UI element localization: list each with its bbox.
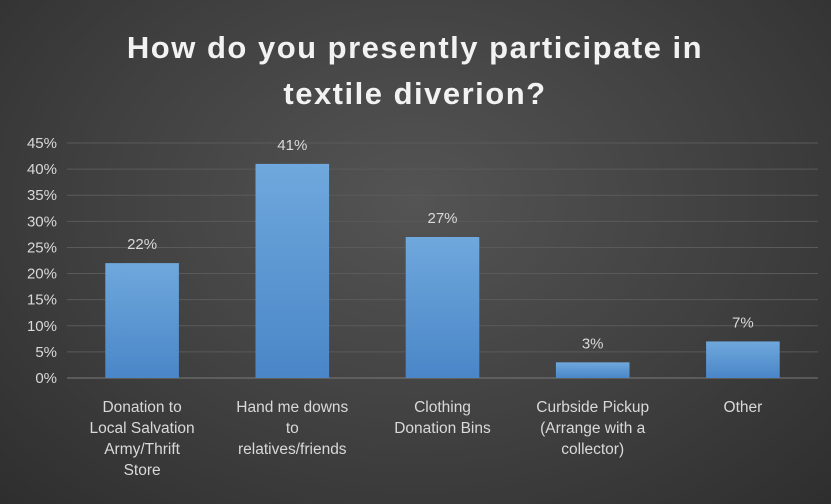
category-label: relatives/friends (238, 441, 347, 458)
y-tick-label: 20% (27, 266, 57, 283)
category-label: Local Salvation (90, 420, 195, 437)
data-label: 7% (732, 314, 754, 331)
y-tick-label: 30% (27, 213, 57, 230)
bars (105, 163, 780, 378)
category-label: Army/Thrift (104, 441, 180, 458)
x-axis-categories: Donation to Local Salvation Army/Thrift Sto… (90, 399, 763, 479)
y-tick-label: 0% (35, 370, 57, 387)
y-tick-label: 25% (27, 239, 57, 256)
data-label: 3% (582, 335, 604, 352)
data-label: 41% (277, 137, 307, 154)
category-label: Store (124, 462, 161, 479)
chart-title-line-1: How do you presently participate in (127, 30, 703, 65)
chart-title-line-2: textile diverion? (283, 76, 546, 111)
y-tick-label: 40% (27, 161, 57, 178)
category-label: Clothing (414, 399, 471, 416)
category-label: Other (724, 399, 763, 416)
category-label: Curbside Pickup (536, 399, 649, 416)
bar (706, 341, 780, 378)
y-tick-label: 5% (35, 344, 57, 361)
chart-title: How do you presently participate in text… (127, 30, 703, 111)
bar (105, 263, 179, 378)
bar (555, 362, 630, 378)
bar (405, 237, 480, 378)
data-label: 27% (427, 210, 457, 227)
y-axis-ticks: 0% 5% 10% 15% 20% 25% 30% 35% 40% 45% (27, 135, 57, 387)
category-label: Donation Bins (394, 420, 491, 437)
data-label: 22% (127, 236, 157, 253)
category-label: to (286, 420, 299, 437)
category-label: Hand me downs (236, 399, 348, 416)
y-tick-label: 10% (27, 318, 57, 335)
category-label: collector) (561, 441, 624, 458)
data-labels: 22% 41% 27% 3% 7% (127, 137, 754, 352)
y-tick-label: 45% (27, 135, 57, 152)
y-tick-label: 35% (27, 187, 57, 204)
category-label: Donation to (102, 399, 181, 416)
category-label: (Arrange with a (540, 420, 645, 437)
y-tick-label: 15% (27, 292, 57, 309)
bar (255, 163, 330, 378)
